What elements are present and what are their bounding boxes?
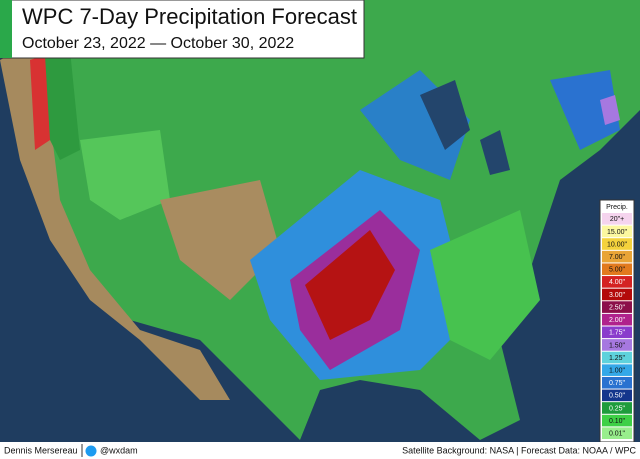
precip-maine [600, 95, 620, 125]
legend-label: 2.50" [609, 304, 626, 311]
legend-label: 1.75" [609, 330, 626, 337]
legend-label: 1.50" [609, 342, 626, 349]
legend-label: 10.00" [607, 241, 628, 248]
legend-label: 0.01" [609, 431, 626, 438]
legend-label: 1.00" [609, 367, 626, 374]
legend-swatch [602, 351, 632, 364]
desert-land [0, 40, 230, 400]
footer-handle: @wxdam [100, 445, 138, 455]
legend-swatch [602, 313, 632, 326]
precip-very-heavy-south [305, 230, 395, 340]
title: WPC 7-Day Precipitation Forecast [22, 4, 357, 29]
legend-label: 0.10" [609, 418, 626, 425]
legend-label: 1.25" [609, 355, 626, 362]
footer-author: Dennis Mersereau [4, 445, 78, 455]
precip-heavy-northwest [30, 55, 50, 150]
legend-title: Precip. [606, 204, 628, 211]
legend-label: 4.00" [609, 279, 626, 286]
precip-light-east [430, 210, 540, 360]
legend-swatch [602, 238, 632, 250]
legend-swatch [602, 339, 632, 351]
footer-bar [0, 442, 640, 459]
precip-light-west [80, 130, 170, 220]
legend-label: 20"+ [610, 216, 624, 223]
legend-swatch [602, 389, 632, 402]
legend-swatch [602, 263, 632, 276]
lake [420, 80, 470, 150]
legend-label: 0.50" [609, 393, 626, 400]
legend-label: 2.00" [609, 317, 626, 324]
legend-label: 7.00" [609, 254, 626, 261]
legend-swatch [602, 427, 632, 439]
legend-swatch [602, 276, 632, 288]
legend: Precip. 20"+ 15.00" 10.00" 7.00" 5.00" 4.00" 3… [599, 199, 635, 443]
twitter-icon [85, 445, 97, 457]
title-box [0, 0, 365, 59]
legend-swatch [602, 364, 632, 376]
subtitle: October 23, 2022 — October 30, 2022 [22, 35, 294, 52]
legend-label: 0.25" [609, 405, 626, 412]
footer-credits: Satellite Background: NASA | Forecast Da… [402, 445, 636, 455]
legend-swatch [602, 213, 632, 225]
legend-label: 3.00" [609, 292, 626, 299]
legend-swatch [602, 225, 632, 238]
legend-swatch [602, 250, 632, 263]
legend-label: 0.75" [609, 380, 626, 387]
precip-northeast [550, 70, 620, 150]
legend-swatch [602, 376, 632, 389]
pacific-northwest [40, 50, 80, 160]
legend-swatch [602, 402, 632, 414]
lake [480, 130, 510, 175]
legend-swatch [602, 288, 632, 301]
legend-swatch [602, 301, 632, 313]
legend-swatch [602, 414, 632, 427]
legend-label: 5.00" [609, 267, 626, 274]
legend-swatch [602, 326, 632, 339]
legend-label: 15.00" [607, 229, 628, 236]
plains-dry [160, 180, 280, 300]
title-accent [0, 0, 12, 58]
